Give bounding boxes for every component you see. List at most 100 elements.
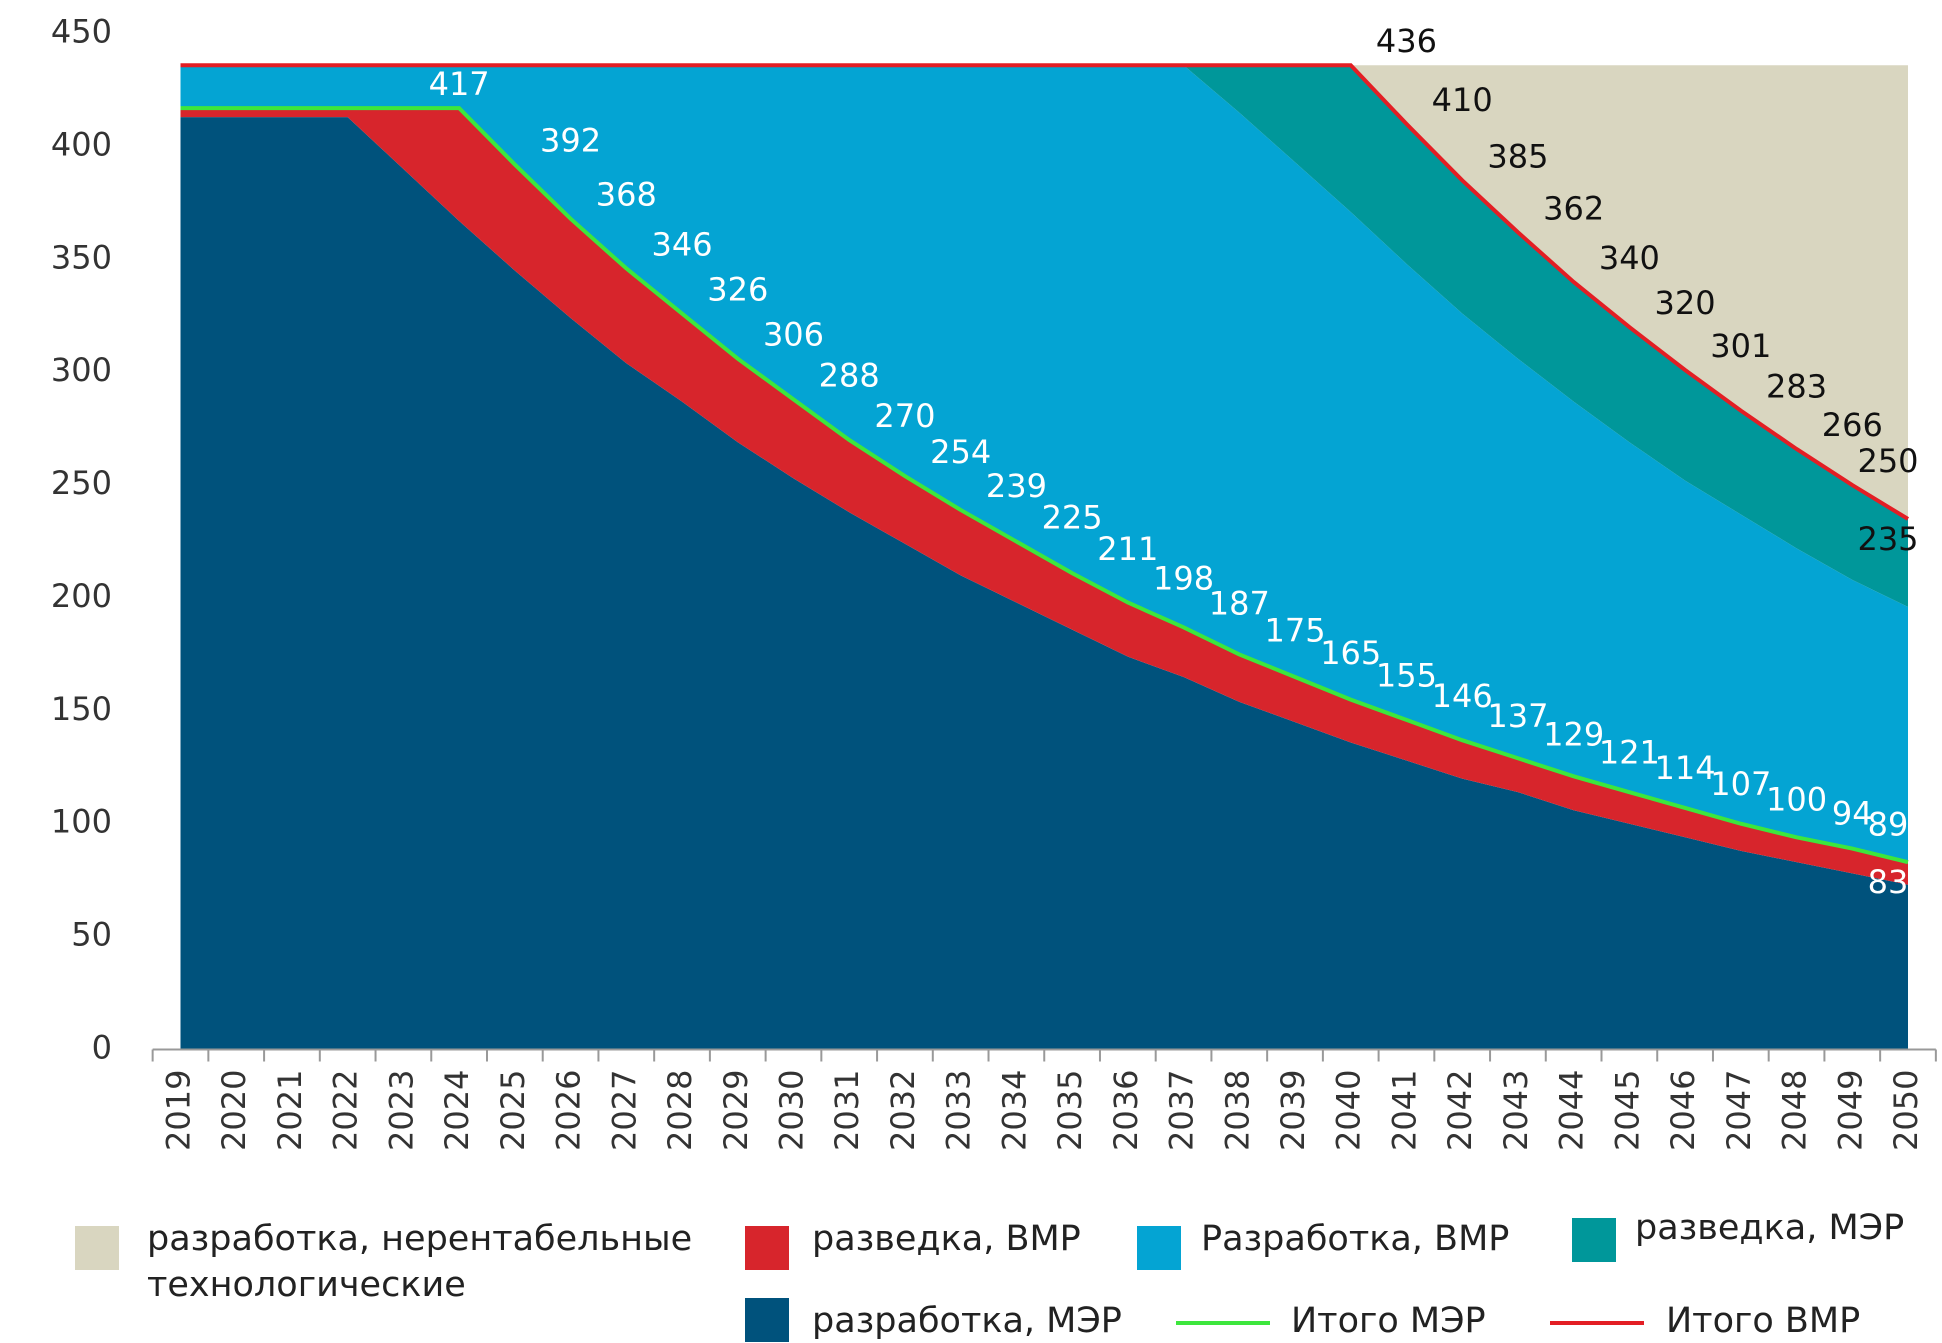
- data-label: 175: [1264, 611, 1325, 649]
- data-label: 306: [763, 316, 824, 354]
- y-tick-label: 100: [51, 803, 112, 841]
- data-label: 362: [1543, 189, 1604, 227]
- data-label: 165: [1320, 634, 1381, 672]
- y-tick-label: 150: [51, 690, 112, 728]
- data-label: 288: [819, 356, 880, 394]
- x-tick-label: 2019: [160, 1070, 198, 1151]
- legend-line: [1550, 1321, 1644, 1325]
- y-tick-label: 50: [71, 916, 112, 954]
- data-label: 301: [1710, 327, 1771, 365]
- x-tick-label: 2037: [1163, 1070, 1201, 1151]
- x-tick-label: 2032: [884, 1070, 922, 1151]
- x-tick-label: 2033: [940, 1070, 978, 1151]
- x-tick-label: 2021: [271, 1070, 309, 1151]
- data-label: 266: [1822, 406, 1883, 444]
- area: [180, 65, 1908, 608]
- x-tick-label: 2045: [1608, 1070, 1646, 1151]
- y-tick-label: 0: [92, 1029, 112, 1067]
- data-label: 410: [1432, 81, 1493, 119]
- data-label: 100: [1766, 781, 1827, 819]
- x-tick-label: 2039: [1274, 1070, 1312, 1151]
- data-label: 121: [1599, 733, 1660, 771]
- area: [180, 65, 1908, 519]
- data-label: 326: [707, 271, 768, 309]
- x-tick-label: 2034: [995, 1070, 1033, 1151]
- x-tick-label: 2050: [1887, 1070, 1925, 1151]
- line: [180, 63, 1910, 521]
- x-tick-label: 2038: [1218, 1070, 1256, 1151]
- x-tick-label: 2043: [1497, 1070, 1535, 1151]
- x-tick-label: 2020: [215, 1070, 253, 1151]
- data-label: 368: [596, 176, 657, 214]
- y-tick-label: 300: [51, 351, 112, 389]
- data-label: 392: [540, 122, 601, 160]
- x-tick-label: 2036: [1107, 1070, 1145, 1151]
- x-tick-label: 2044: [1553, 1070, 1591, 1151]
- area: [180, 108, 1908, 885]
- data-label: 155: [1376, 657, 1437, 695]
- data-label: 187: [1209, 584, 1270, 622]
- data-label: 225: [1042, 499, 1103, 537]
- legend-label: Итого ВМР: [1666, 1301, 1861, 1341]
- legend-swatch: [1137, 1226, 1181, 1270]
- y-tick-label: 450: [51, 13, 112, 51]
- x-tick-label: 2030: [772, 1070, 810, 1151]
- legend-label: разработка, нерентабельные технологическ…: [147, 1219, 693, 1305]
- data-label: 235: [1857, 520, 1918, 558]
- data-label: 346: [651, 225, 712, 263]
- line: [180, 106, 1909, 865]
- legend-swatch: [75, 1226, 119, 1270]
- legend-label: разработка, МЭР: [812, 1301, 1122, 1341]
- data-label: 436: [1376, 22, 1437, 60]
- x-tick-label: 2041: [1385, 1070, 1423, 1151]
- data-label: 137: [1487, 697, 1548, 735]
- x-tick-label: 2046: [1664, 1070, 1702, 1151]
- x-tick-label: 2049: [1831, 1070, 1869, 1151]
- legend-label: разведка, МЭР: [1635, 1208, 1905, 1248]
- x-tick-label: 2028: [661, 1070, 699, 1151]
- chart: 0 50 100 150 200 250 300 350 400 450 2019 2020 2021 2…: [51, 13, 1937, 1151]
- y-tick-label: 250: [51, 464, 112, 502]
- x-tick-label: 2040: [1330, 1070, 1368, 1151]
- data-label: 385: [1487, 137, 1548, 175]
- legend-swatch: [745, 1298, 789, 1342]
- data-label: 250: [1857, 442, 1918, 480]
- x-tick-label: 2027: [605, 1070, 643, 1151]
- legend-label: разведка, ВМР: [812, 1219, 1081, 1259]
- x-tick-label: 2048: [1776, 1070, 1814, 1151]
- data-label: 239: [986, 467, 1047, 505]
- data-label: 340: [1599, 239, 1660, 277]
- y-tick-label: 400: [51, 125, 112, 163]
- legend-swatch: [745, 1226, 789, 1270]
- data-label: 89: [1868, 806, 1909, 844]
- area: [180, 65, 1908, 863]
- x-tick-label: 2029: [717, 1070, 755, 1151]
- x-tick-label: 2024: [438, 1070, 476, 1151]
- legend-line: [1176, 1321, 1270, 1325]
- data-label: 146: [1432, 677, 1493, 715]
- data-label: 417: [429, 65, 490, 103]
- x-tick-label: 2042: [1441, 1070, 1479, 1151]
- data-label: 129: [1543, 715, 1604, 753]
- data-label: 107: [1710, 765, 1771, 803]
- y-tick-label: 200: [51, 577, 112, 615]
- data-label: 283: [1766, 368, 1827, 406]
- x-tick-label: 2023: [382, 1070, 420, 1151]
- data-label: 254: [930, 433, 991, 471]
- x-tick-label: 2035: [1051, 1070, 1089, 1151]
- data-label: 94: [1832, 794, 1873, 832]
- data-label: 83: [1868, 863, 1909, 901]
- y-tick-label: 350: [51, 238, 112, 276]
- data-label: 114: [1655, 749, 1716, 787]
- x-tick-label: 2031: [828, 1070, 866, 1151]
- data-label: 270: [874, 397, 935, 435]
- x-tick-label: 2047: [1720, 1070, 1758, 1151]
- x-tick-label: 2026: [550, 1070, 588, 1151]
- data-label: 198: [1153, 560, 1214, 598]
- data-label: 211: [1097, 530, 1158, 568]
- area: [180, 117, 1908, 1050]
- legend-label: Итого МЭР: [1291, 1301, 1486, 1341]
- x-tick-label: 2022: [327, 1070, 365, 1151]
- legend-label: Разработка, ВМР: [1201, 1219, 1510, 1259]
